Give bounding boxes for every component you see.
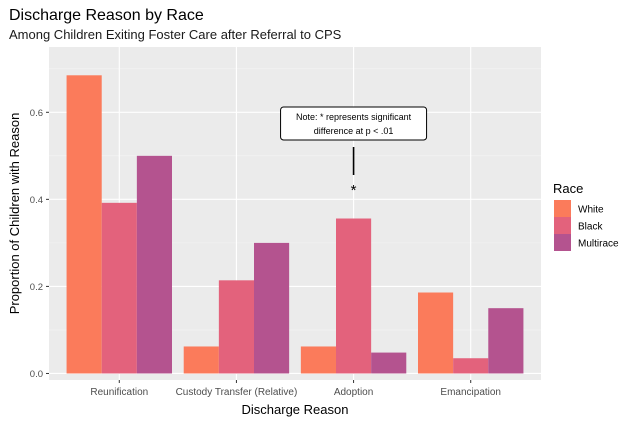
legend-label-multirace: Multirace — [578, 239, 619, 250]
legend-key-black — [554, 217, 571, 234]
y-tick-label: 0.6 — [30, 108, 43, 119]
bar-black — [453, 358, 489, 374]
note-text-line1: Note: * represents significant — [296, 112, 412, 122]
bar-black — [336, 218, 372, 374]
y-tick-label: 0.4 — [30, 195, 43, 206]
bar-black — [101, 202, 137, 374]
x-tick-label: Emancipation — [440, 387, 501, 398]
bar-multirace — [254, 242, 290, 374]
x-tick-label: Adoption — [334, 387, 373, 398]
note-text-line2: difference at p < .01 — [314, 126, 394, 136]
x-tick-label: Custody Transfer (Relative) — [176, 387, 298, 398]
y-axis-ticks: 0.0 0.2 0.4 0.6 — [30, 108, 49, 380]
significance-star: * — [351, 182, 357, 199]
chart-title: Discharge Reason by Race — [9, 7, 204, 24]
legend-key-multirace — [554, 234, 571, 251]
bar-black — [218, 280, 254, 374]
bar-white — [66, 75, 102, 374]
significance-annotation: Note: * represents significant differenc… — [280, 106, 428, 199]
bar-multirace — [488, 308, 524, 374]
bar-multirace — [371, 352, 407, 374]
y-tick-label: 0.0 — [30, 369, 43, 380]
bar-white — [418, 292, 454, 374]
x-axis-label: Discharge Reason — [242, 402, 349, 417]
y-tick-label: 0.2 — [30, 282, 43, 293]
legend-key-white — [554, 200, 571, 217]
legend-label-white: White — [578, 205, 604, 216]
legend-title: Race — [553, 181, 583, 196]
x-axis-ticks: Reunification Custody Transfer (Relative)… — [90, 380, 501, 398]
bars — [66, 75, 524, 374]
legend: Race White Black Multirace — [553, 181, 619, 251]
x-tick-label: Reunification — [90, 387, 148, 398]
bar-white — [300, 346, 336, 374]
bar-multirace — [136, 155, 172, 374]
note-box — [280, 106, 428, 141]
legend-label-black: Black — [578, 222, 603, 233]
bar-white — [183, 346, 219, 374]
chart-subtitle: Among Children Exiting Foster Care after… — [9, 27, 342, 42]
y-axis-label: Proportion of Children with Reason — [7, 113, 22, 315]
